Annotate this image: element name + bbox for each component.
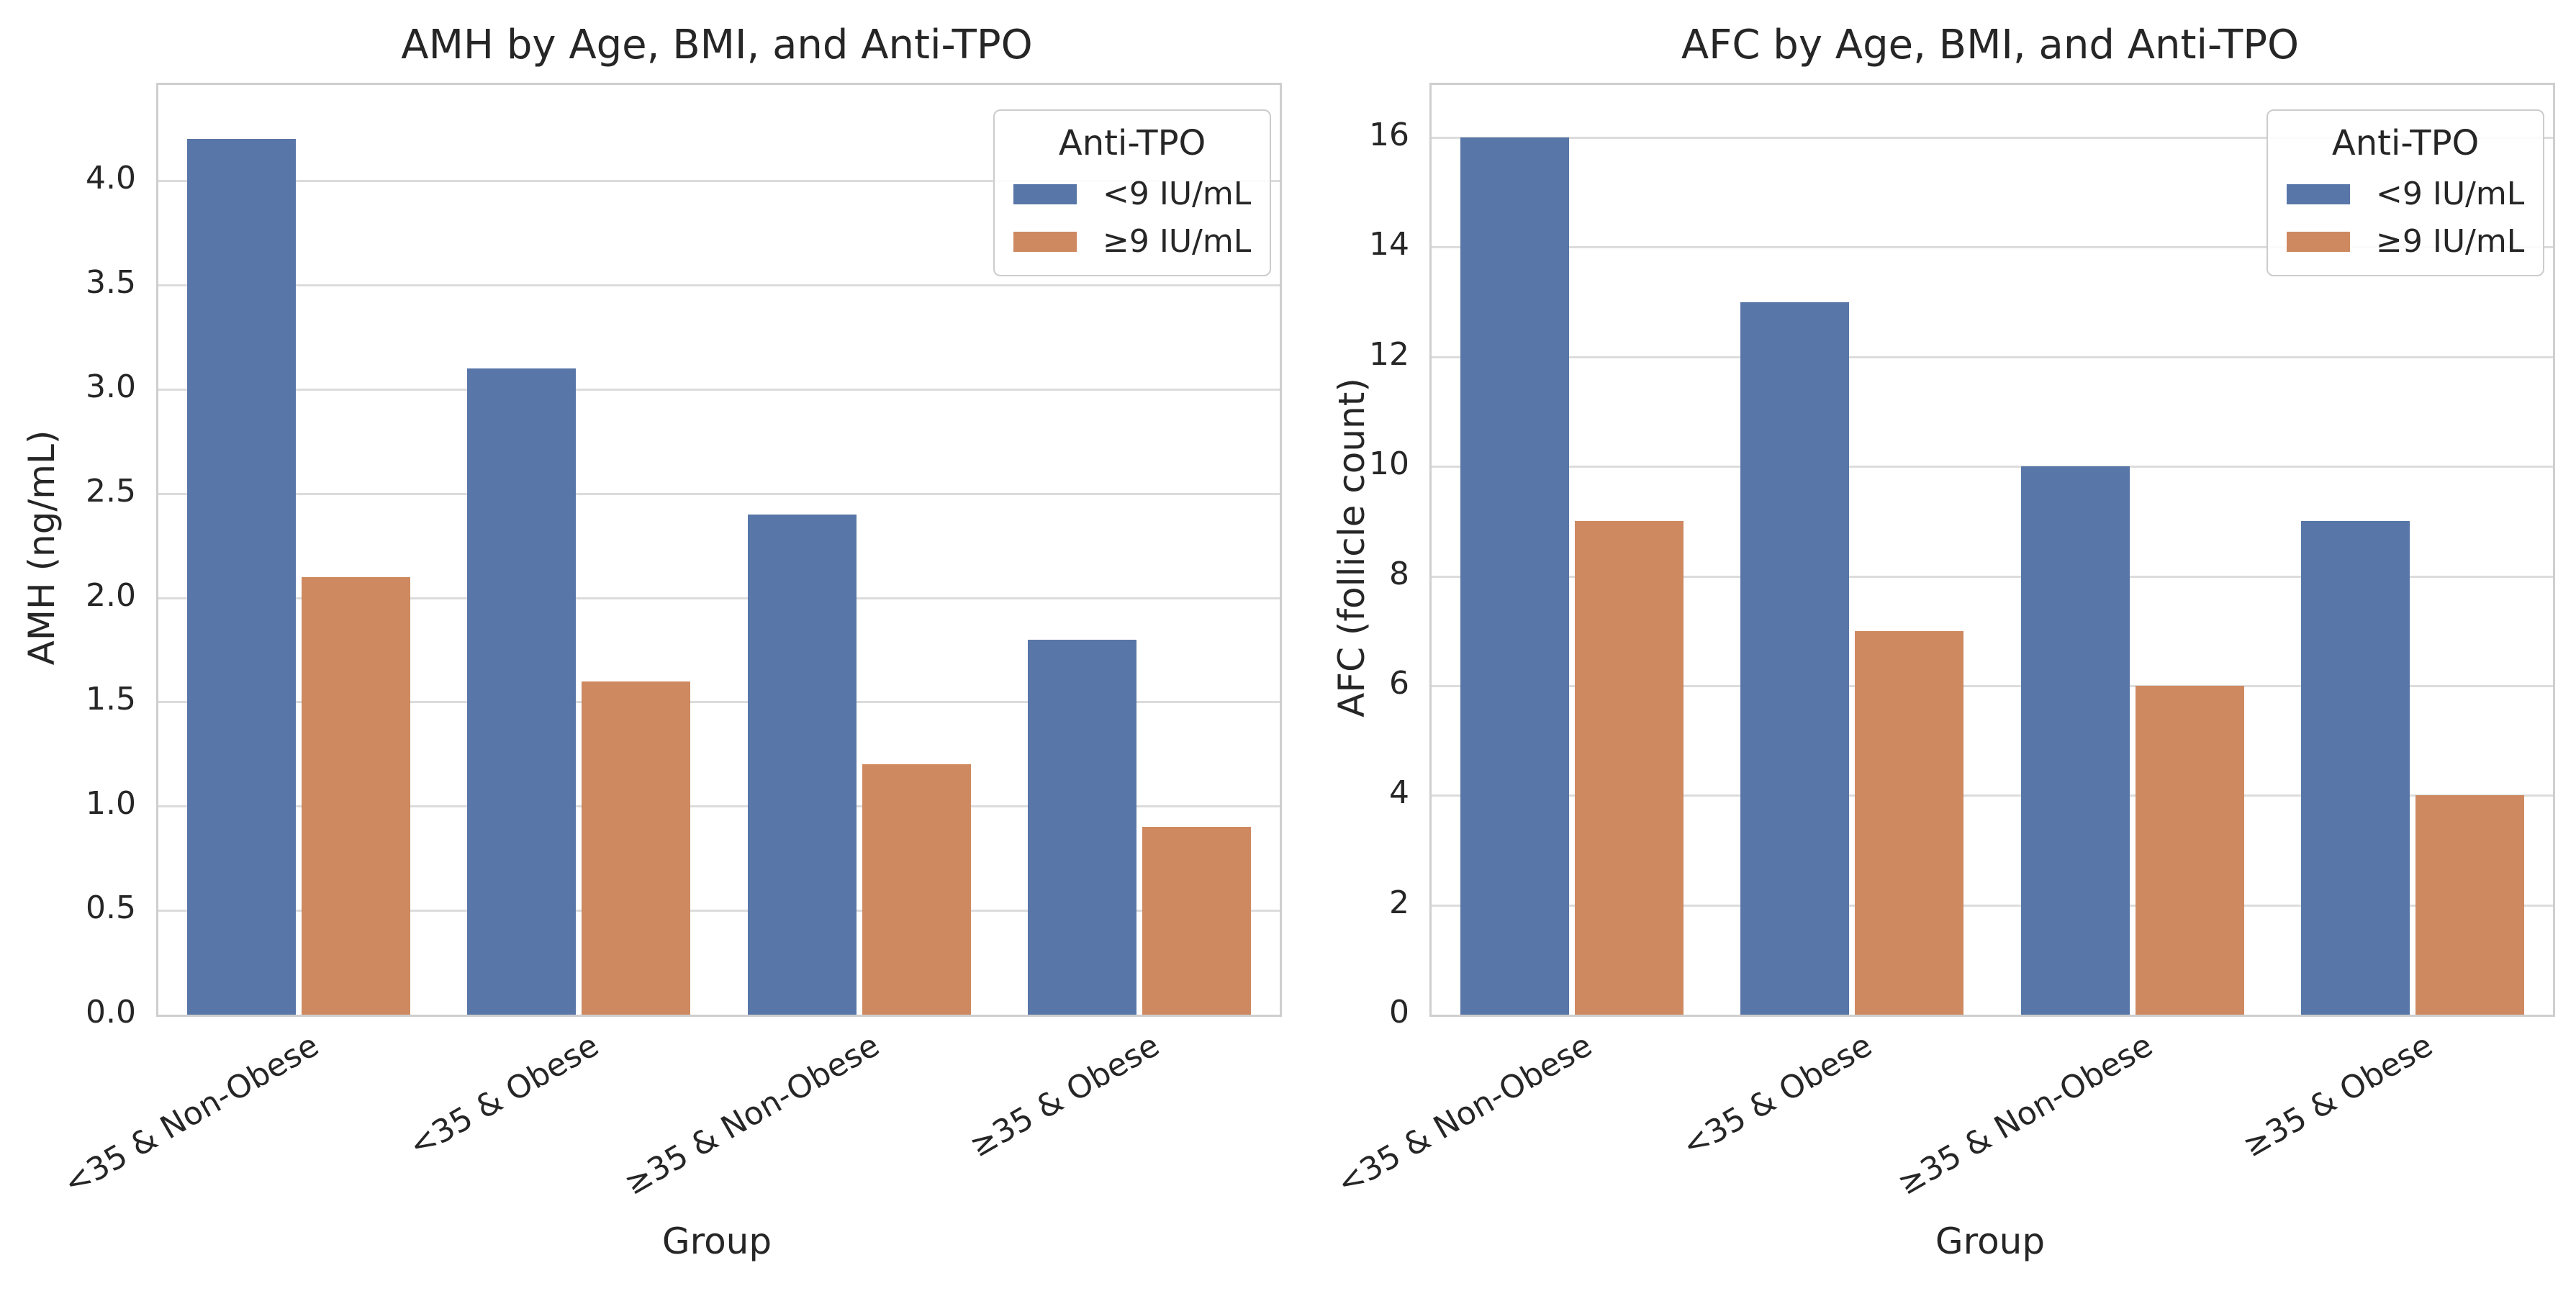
gridline <box>158 492 1280 495</box>
legend-item: ≥9 IU/mL <box>1013 223 1251 261</box>
y-tick-label: 2 <box>1389 884 1409 921</box>
plot-area <box>1429 83 2555 1017</box>
bar-lt9-1 <box>467 368 577 1015</box>
gridline <box>1432 466 2553 468</box>
x-axis-label-group: Group <box>661 1220 772 1262</box>
y-tick-label: 16 <box>1369 117 1409 154</box>
bar-ge9-2 <box>862 764 971 1015</box>
legend-item: <9 IU/mL <box>1013 176 1251 213</box>
bar-lt9-2 <box>747 515 857 1015</box>
y-tick-label: 1.5 <box>86 681 136 718</box>
bar-ge9-1 <box>582 681 691 1015</box>
legend-item: ≥9 IU/mL <box>2287 223 2524 261</box>
legend-item: <9 IU/mL <box>2287 176 2524 213</box>
y-tick-label: 2.5 <box>86 472 136 509</box>
legend-title: Anti-TPO <box>2331 123 2480 163</box>
x-axis-label-group: Group <box>1935 1220 2046 1262</box>
gridline <box>1432 904 2553 907</box>
bar-ge9-0 <box>301 577 410 1015</box>
y-tick-label: 4 <box>1389 774 1409 812</box>
legend-swatch-lt9-icon <box>1013 184 1077 204</box>
legend-swatch-lt9-icon <box>2287 184 2350 204</box>
legend-swatch-ge9-icon <box>2287 232 2350 252</box>
legend-label-ge9: ≥9 IU/mL <box>2376 223 2525 260</box>
bar-lt9-3 <box>1028 640 1137 1015</box>
legend-label-lt9: <9 IU/mL <box>2376 176 2525 212</box>
gridline <box>158 180 1280 183</box>
gridline <box>1432 246 2553 249</box>
legend: Anti-TPO <9 IU/mL ≥9 IU/mL <box>993 109 1272 276</box>
y-tick-label: 1.0 <box>86 785 136 823</box>
gridline <box>1432 355 2553 358</box>
bar-ge9-0 <box>1574 521 1684 1015</box>
gridline <box>1432 575 2553 578</box>
bar-ge9-3 <box>1142 827 1252 1015</box>
gridline <box>1432 794 2553 797</box>
y-tick-label: 3.0 <box>86 368 136 405</box>
bar-lt9-0 <box>186 139 296 1015</box>
gridline <box>158 910 1280 912</box>
y-tick-label: 3.5 <box>86 264 136 302</box>
gridline <box>1432 684 2553 687</box>
gridline <box>158 388 1280 391</box>
gridline <box>158 805 1280 808</box>
bar-lt9-3 <box>2301 521 2410 1015</box>
gridline <box>158 597 1280 599</box>
y-axis-label-afc: AFC (follicle count) <box>1331 378 1373 717</box>
gridline <box>158 284 1280 287</box>
legend-label-lt9: <9 IU/mL <box>1103 176 1252 212</box>
y-tick-label: 4.0 <box>86 160 136 197</box>
y-tick-label: 0.0 <box>86 994 136 1030</box>
y-tick-label: 12 <box>1369 335 1409 373</box>
chart-title-afc: AFC by Age, BMI, and Anti-TPO <box>1681 22 2300 68</box>
y-axis-label-amh: AMH (ng/mL) <box>21 430 63 666</box>
legend: Anti-TPO <9 IU/mL ≥9 IU/mL <box>2267 109 2545 276</box>
bar-ge9-1 <box>1855 631 1964 1015</box>
legend-swatch-ge9-icon <box>1013 232 1077 252</box>
gridline <box>1432 137 2553 140</box>
bar-ge9-2 <box>2135 686 2244 1015</box>
y-tick-label: 0.5 <box>86 889 136 927</box>
gridline <box>158 701 1280 704</box>
y-tick-label: 2.0 <box>86 576 136 614</box>
bar-lt9-1 <box>1740 302 1850 1015</box>
legend-label-ge9: ≥9 IU/mL <box>1103 223 1252 260</box>
y-tick-label: 6 <box>1389 664 1409 702</box>
bar-ge9-3 <box>2415 795 2525 1015</box>
bar-lt9-0 <box>1460 137 1569 1015</box>
y-tick-label: 10 <box>1369 445 1409 483</box>
y-tick-label: 0 <box>1389 994 1409 1030</box>
legend-title: Anti-TPO <box>1058 123 1206 163</box>
y-tick-label: 14 <box>1369 226 1409 263</box>
chart-title-amh: AMH by Age, BMI, and Anti-TPO <box>401 22 1033 68</box>
bar-lt9-2 <box>2020 466 2130 1015</box>
y-tick-label: 8 <box>1389 555 1409 592</box>
